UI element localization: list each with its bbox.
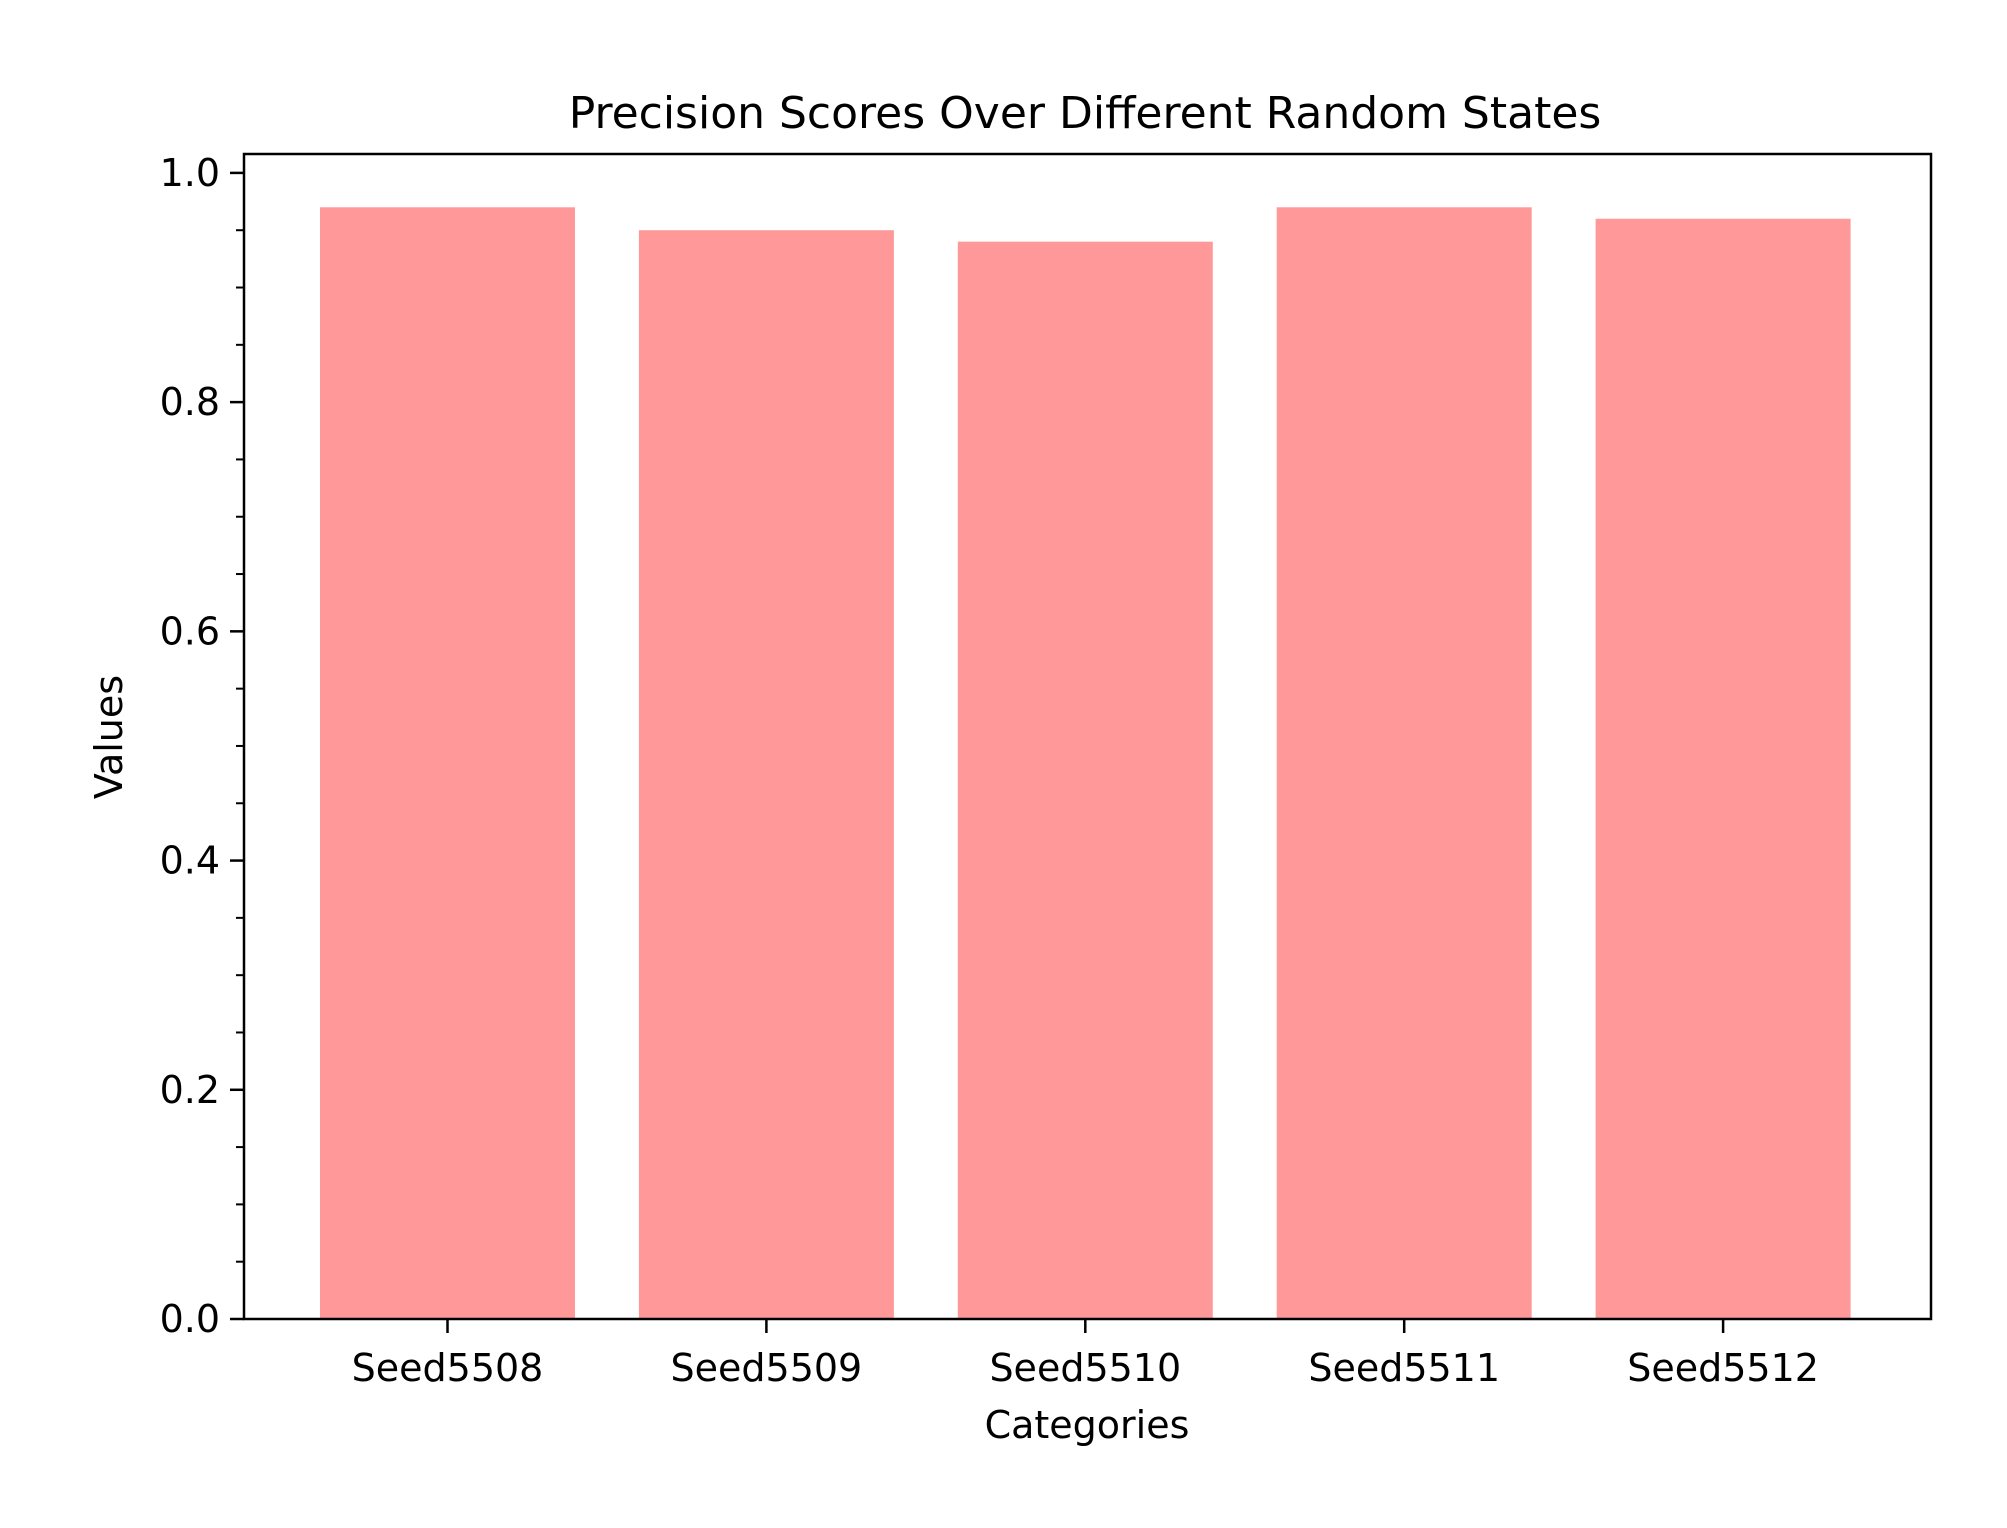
y-tick-label: 0.2	[160, 1068, 220, 1112]
y-tick-label: 0.4	[160, 839, 220, 883]
y-tick-label: 0.8	[160, 380, 220, 424]
bar-seed5512	[1595, 218, 1851, 1320]
x-axis-label: Categories	[985, 1403, 1190, 1447]
x-tick-label: Seed5510	[989, 1346, 1181, 1390]
y-axis-label: Values	[87, 675, 131, 799]
x-tick-label: Seed5508	[352, 1346, 544, 1390]
y-tick-label: 0.0	[160, 1297, 220, 1341]
x-axis: Seed5508 Seed5509 Seed5510 Seed5511 Seed5512	[352, 1319, 1819, 1390]
y-tick-label: 0.6	[160, 609, 220, 653]
y-tick-label: 1.0	[160, 151, 220, 195]
y-axis: 0.0 0.2 0.4 0.6 0.8 1.0	[160, 151, 244, 1341]
bar-seed5508	[320, 207, 575, 1319]
plot-frame	[242, 152, 1933, 1321]
bars-group	[320, 207, 1851, 1320]
bar-seed5510	[957, 241, 1213, 1320]
chart-title: Precision Scores Over Different Random S…	[569, 88, 1602, 139]
x-tick-label: Seed5509	[671, 1346, 863, 1390]
x-tick-label: Seed5512	[1627, 1346, 1819, 1390]
x-tick-label: Seed5511	[1308, 1346, 1500, 1390]
bar-seed5511	[1276, 207, 1532, 1319]
bar-seed5509	[638, 230, 894, 1319]
